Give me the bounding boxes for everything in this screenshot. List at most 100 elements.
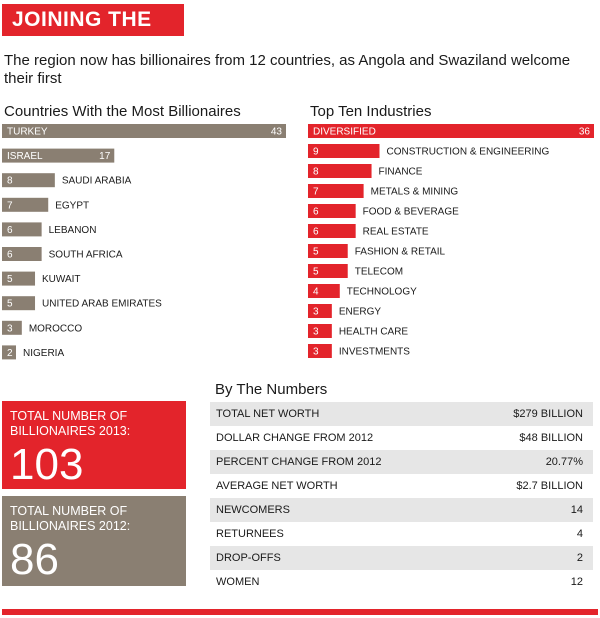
subtitle: The region now has billionaires from 12 … — [4, 52, 571, 87]
bar-value-label: 3 — [7, 323, 13, 334]
bar-united-arab-emirates — [2, 296, 36, 311]
bar-value-label: 3 — [313, 327, 319, 338]
bar-value-label: 5 — [7, 299, 13, 310]
bar-finance — [308, 164, 372, 178]
by-the-numbers-title: By The Numbers — [215, 381, 328, 398]
bar-value-label: 3 — [313, 347, 319, 358]
bar-category-label: SAUDI ARABIA — [62, 176, 132, 187]
bar-category-label: LEBANON — [49, 225, 97, 236]
row-value: 12 — [570, 576, 583, 588]
row-label: NEWCOMERS — [216, 504, 290, 516]
bar-food-beverage — [308, 204, 356, 218]
table-row: TOTAL NET WORTH $279 BILLION — [210, 402, 593, 426]
table-row: AVERAGE NET WORTH $2.7 BILLION — [210, 474, 593, 498]
row-value: $279 BILLION — [513, 408, 583, 420]
countries-chart-title: Countries With the Most Billionaires — [4, 103, 241, 120]
bar-metals-mining — [308, 184, 364, 198]
bar-value-label: 7 — [313, 187, 319, 198]
bar-category-label: TELECOM — [355, 267, 403, 278]
row-value: 4 — [576, 528, 583, 540]
bar-value-label: 2 — [7, 348, 13, 359]
bar-category-label: KUWAIT — [42, 274, 81, 285]
countries-chart: 43 TURKEY 17 ISRAEL 8 SAUDI ARABIA 7 EGYPT 6 LEBA… — [2, 124, 286, 360]
total-2012-value: 86 — [10, 535, 59, 584]
bar-category-label: REAL ESTATE — [363, 227, 429, 238]
bottom-rule — [2, 609, 598, 615]
bar-category-label: FASHION & RETAIL — [355, 247, 446, 258]
row-value: 14 — [570, 504, 583, 516]
industries-chart-title: Top Ten Industries — [310, 103, 432, 120]
bar-value-label: 17 — [99, 151, 111, 162]
bar-value-label: 36 — [579, 127, 591, 138]
bar-construction-engineering — [308, 144, 380, 158]
bar-diversified — [308, 124, 594, 138]
row-label: RETURNEES — [216, 528, 284, 540]
table-row: WOMEN 12 — [210, 570, 593, 594]
total-2012-label: TOTAL NUMBER OF BILLIONAIRES 2012: — [10, 504, 131, 533]
total-2013-value: 103 — [10, 440, 84, 489]
row-label: DROP-OFFS — [216, 552, 281, 564]
row-label: AVERAGE NET WORTH — [216, 480, 338, 492]
bar-telecom — [308, 264, 348, 278]
total-2012-box: TOTAL NUMBER OF BILLIONAIRES 2012: 86 — [2, 496, 186, 586]
row-value: 2 — [576, 552, 583, 564]
bar-israel — [2, 148, 115, 163]
bar-category-label: ISRAEL — [7, 151, 43, 162]
bar-category-label: EGYPT — [55, 200, 89, 211]
bar-south-africa — [2, 247, 42, 261]
bar-category-label: NIGERIA — [23, 348, 64, 359]
bar-value-label: 5 — [313, 247, 319, 258]
bar-turkey — [2, 124, 286, 138]
bar-category-label: SOUTH AFRICA — [49, 250, 123, 261]
bar-category-label: HEALTH CARE — [339, 327, 409, 338]
table-row: DROP-OFFS 2 — [210, 546, 593, 570]
row-label: DOLLAR CHANGE FROM 2012 — [216, 432, 374, 444]
bar-kuwait — [2, 271, 36, 286]
row-value: $2.7 BILLION — [516, 480, 583, 492]
bar-category-label: FINANCE — [379, 167, 423, 178]
bar-value-label: 6 — [7, 225, 13, 236]
bar-investments — [308, 344, 332, 358]
bar-value-label: 5 — [7, 274, 13, 285]
total-2013-box: TOTAL NUMBER OF BILLIONAIRES 2013: 103 — [2, 401, 186, 489]
row-label: PERCENT CHANGE FROM 2012 — [216, 456, 382, 468]
bar-value-label: 6 — [7, 250, 13, 261]
table-row: PERCENT CHANGE FROM 2012 20.77% — [210, 450, 593, 474]
bar-category-label: METALS & MINING — [371, 187, 459, 198]
bar-value-label: 3 — [313, 307, 319, 318]
bar-value-label: 43 — [271, 127, 283, 138]
bar-egypt — [2, 197, 49, 212]
bar-category-label: CONSTRUCTION & ENGINEERING — [387, 147, 550, 158]
bar-value-label: 8 — [7, 176, 13, 187]
row-value: 20.77% — [545, 456, 583, 468]
bar-category-label: FOOD & BEVERAGE — [363, 207, 459, 218]
bar-category-label: DIVERSIFIED — [313, 127, 376, 138]
table-row: DOLLAR CHANGE FROM 2012 $48 BILLION — [210, 426, 593, 450]
bar-category-label: INVESTMENTS — [339, 347, 410, 358]
bar-value-label: 5 — [313, 267, 319, 278]
bar-category-label: MOROCCO — [29, 323, 83, 334]
bar-lebanon — [2, 222, 42, 237]
bar-energy — [308, 304, 332, 318]
bar-value-label: 7 — [7, 200, 13, 211]
bar-value-label: 9 — [313, 147, 319, 158]
row-label: TOTAL NET WORTH — [216, 408, 320, 420]
bar-technology — [308, 284, 340, 298]
bar-value-label: 8 — [313, 167, 319, 178]
table-row: RETURNEES 4 — [210, 522, 593, 546]
bar-category-label: UNITED ARAB EMIRATES — [42, 299, 162, 310]
bar-category-label: ENERGY — [339, 307, 382, 318]
bar-category-label: TURKEY — [7, 127, 48, 138]
bar-saudi-arabia — [2, 173, 55, 188]
bar-value-label: 6 — [313, 207, 319, 218]
row-value: $48 BILLION — [519, 432, 583, 444]
total-2013-label: TOTAL NUMBER OF BILLIONAIRES 2013: — [10, 409, 131, 438]
banner-title: JOINING THE CLUB — [2, 4, 184, 63]
table-row: NEWCOMERS 14 — [210, 498, 593, 522]
bar-category-label: TECHNOLOGY — [347, 287, 417, 298]
bar-real-estate — [308, 224, 356, 238]
bar-value-label: 4 — [313, 287, 319, 298]
numbers-table: TOTAL NET WORTH $279 BILLION DOLLAR CHANG… — [210, 402, 593, 594]
bar-health-care — [308, 324, 332, 338]
